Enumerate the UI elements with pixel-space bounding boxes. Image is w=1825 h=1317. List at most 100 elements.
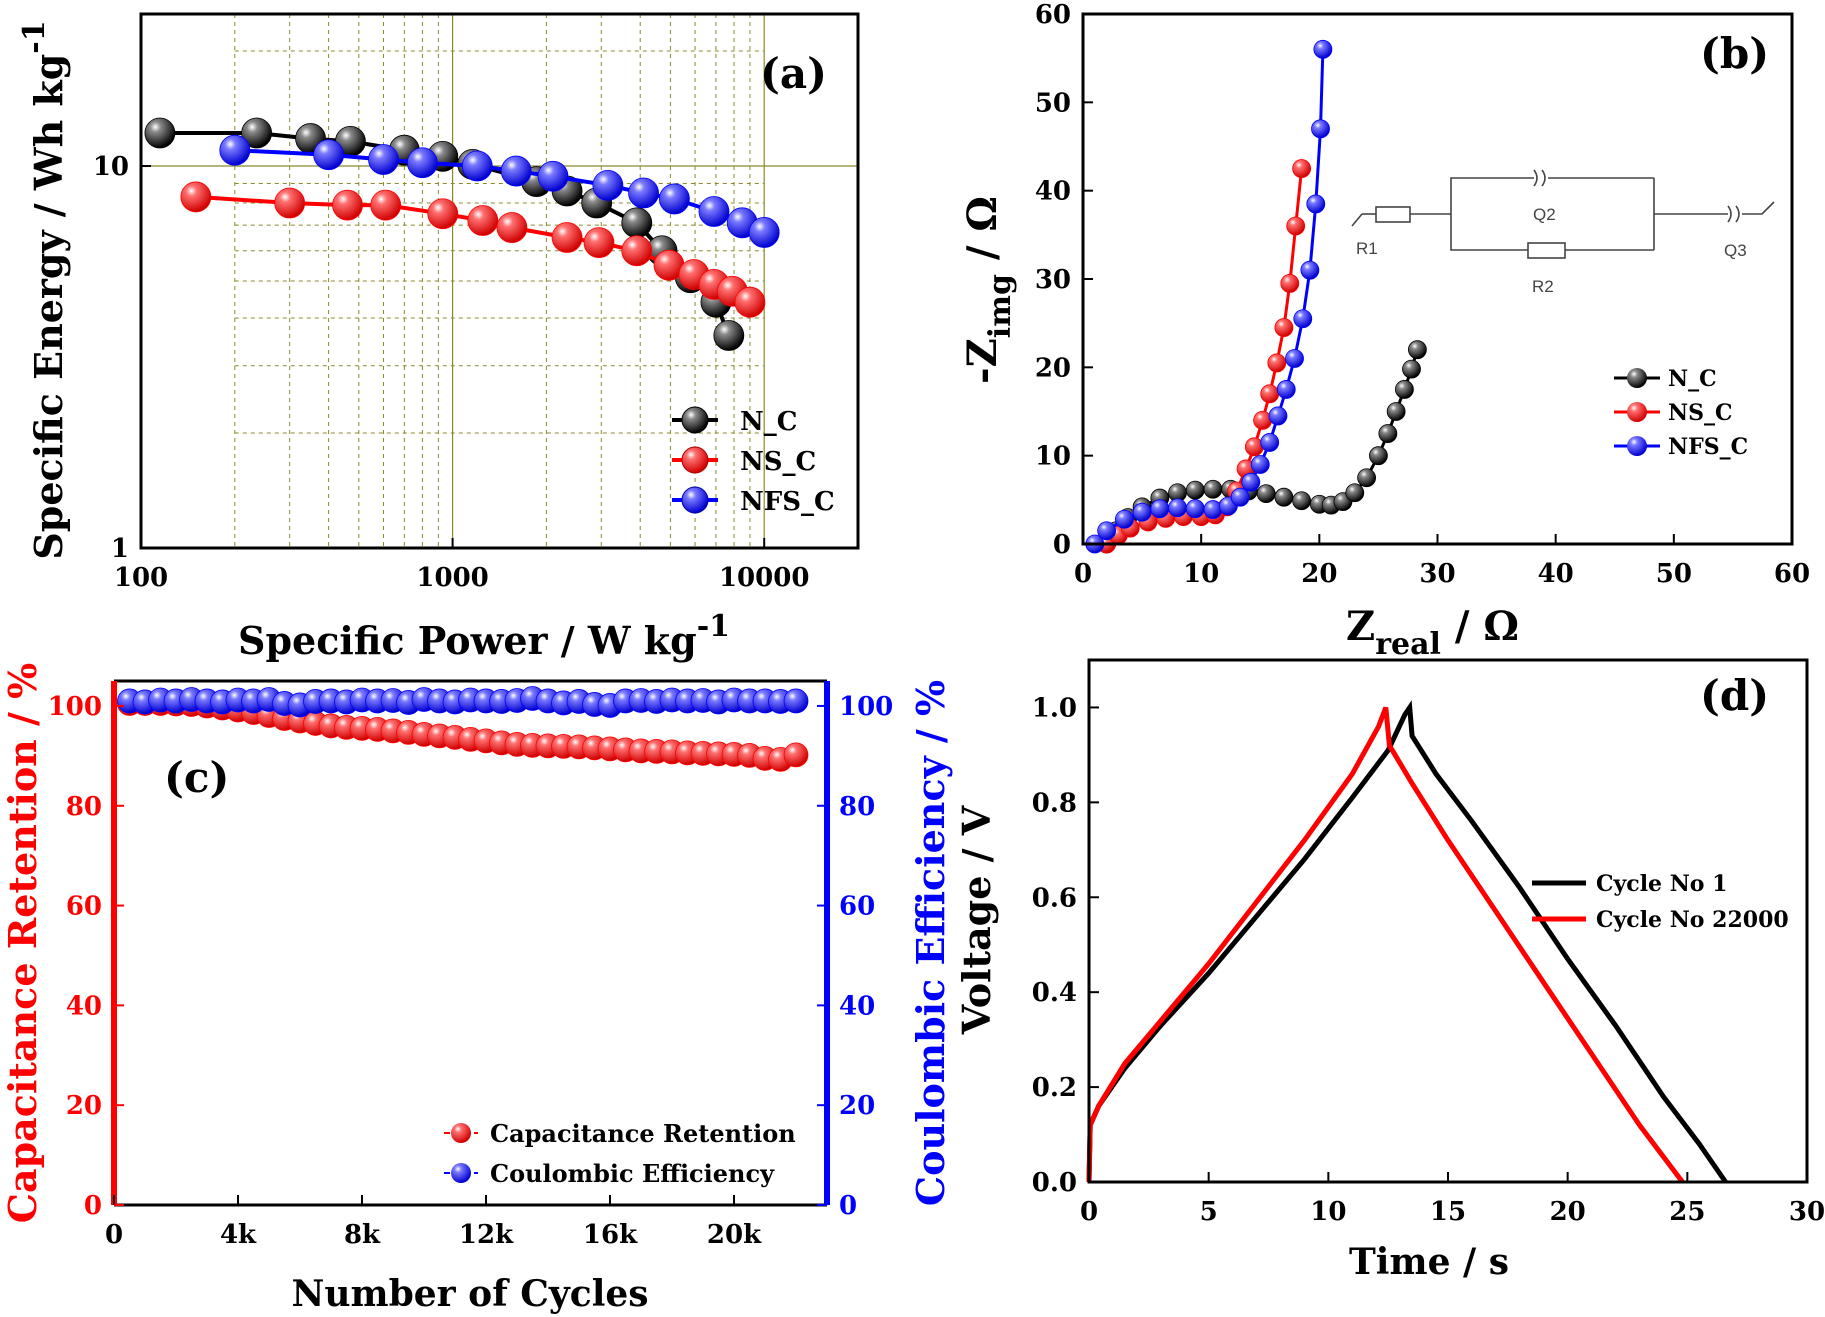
panel-a-series [144, 117, 780, 351]
data-point-b-black [1274, 487, 1294, 507]
circuit-labels: R1 Q2 R2 Q3 [1356, 205, 1747, 296]
data-point-a-blue [368, 144, 399, 175]
legend-a-nc: N_C [740, 407, 797, 437]
data-point-a-red [274, 187, 306, 219]
legend-a-nsc: NS_C [740, 447, 816, 477]
data-point-b-black [1357, 468, 1376, 488]
panel-c-ylabel-right: Coulombic Efficiency / % [908, 680, 953, 1206]
data-point-b-black [1345, 483, 1365, 503]
circuit-label-r2: R2 [1532, 277, 1554, 296]
y-tick-label-right: 80 [839, 792, 875, 822]
panel-d-xlabel: Time / s [1349, 1241, 1509, 1283]
x-tick-label: 20 [1550, 1197, 1586, 1227]
y-tick-label-right: 20 [839, 1091, 875, 1121]
data-point-b-blue [1150, 499, 1170, 519]
data-point-b-blue [1276, 380, 1296, 399]
data-point-b-red [1292, 159, 1312, 178]
data-point-b-blue [1203, 500, 1223, 519]
panel-d-ticks: 0 5 10 15 20 25 30 0.0 0.2 0.4 0.6 0.8 1.0 [1032, 693, 1825, 1227]
x-tick-label: 20k [707, 1220, 762, 1250]
panel-a-ylabel: Specific Energy / Wh kg-1 [17, 20, 71, 559]
panel-b-ticks: 0 10 20 30 40 50 60 0 10 20 30 40 50 60 [1035, 0, 1810, 589]
x-tick-label: 8k [344, 1220, 381, 1250]
y-tick-label: 20 [1035, 353, 1071, 383]
panel-b-frame [1081, 12, 1794, 546]
data-point-b-blue [1114, 509, 1134, 529]
y-tick-label: 10 [93, 152, 129, 182]
data-point-b-blue [1306, 194, 1326, 214]
series-line-d-red [1086, 706, 1685, 1184]
x-tick-label: 12k [459, 1220, 514, 1250]
data-point-a-blue [219, 134, 251, 166]
panel-b-series [1085, 39, 1427, 554]
y-tick-label: 10 [1035, 442, 1071, 472]
y-tick-label: 30 [1035, 265, 1071, 295]
panel-b-label: (b) [1700, 29, 1769, 78]
data-point-a-red [734, 286, 766, 318]
panel-d-label: (d) [1700, 671, 1769, 720]
data-point-a-blue [592, 169, 624, 201]
x-tick-label: 40 [1538, 559, 1574, 589]
data-point-b-black [1378, 424, 1398, 443]
data-point-b-blue [1313, 39, 1333, 59]
data-point-a-blue [748, 217, 780, 248]
x-tick-label: 16k [583, 1220, 638, 1250]
data-point-b-red [1274, 318, 1294, 337]
data-point-b-black [1402, 359, 1421, 379]
x-tick-label: 0 [1074, 559, 1092, 589]
x-tick-label: 20 [1301, 559, 1337, 589]
x-tick-label: 60 [1774, 559, 1810, 589]
data-point-b-blue [1268, 406, 1288, 426]
data-point-b-blue [1132, 502, 1152, 522]
legend-b-nfsc: NFS_C [1668, 434, 1748, 460]
y-tick-label: 40 [1035, 177, 1071, 207]
x-tick-label: 1000 [416, 563, 488, 593]
data-point-a-blue [537, 160, 569, 192]
data-point-a-blue [500, 155, 532, 187]
y-tick-label-left: 20 [66, 1091, 102, 1121]
data-point-a-black [241, 117, 273, 149]
data-point-b-black [1395, 380, 1414, 399]
legend-b-nc: N_C [1668, 366, 1717, 392]
y-tick-label-right: 100 [839, 692, 893, 722]
y-tick-label-right: 60 [839, 892, 875, 922]
data-point-b-blue [1260, 433, 1280, 452]
data-point-b-blue [1285, 349, 1304, 368]
x-tick-label: 30 [1419, 559, 1455, 589]
data-point-b-black [1203, 479, 1223, 499]
y-tick-label: 0 [1053, 530, 1071, 560]
y-tick-label: 50 [1035, 88, 1071, 118]
data-point-a-red [427, 198, 459, 230]
panel-d-legend: Cycle No 1 Cycle No 22000 [1532, 871, 1789, 933]
y-tick-label: 0.2 [1032, 1073, 1077, 1103]
legend-c-efficiency: Coulombic Efficiency [490, 1159, 775, 1188]
y-tick-label: 0.6 [1032, 883, 1077, 913]
panel-d-ylabel: Voltage / V [954, 804, 999, 1035]
y-tick-label: 0.4 [1032, 978, 1077, 1008]
panel-a: 100 1000 10000 1 10 (a) N_C NS_C NFS_C Speci… [17, 12, 860, 663]
panel-a-frame [139, 12, 860, 550]
data-point-a-red [583, 227, 615, 259]
y-tick-label: 0.8 [1032, 788, 1077, 818]
data-point-a-blue [658, 183, 690, 215]
circuit-label-q3: Q3 [1724, 241, 1747, 260]
data-point-a-red [467, 205, 499, 236]
x-tick-label: 10 [1183, 559, 1219, 589]
legend-a-nfsc: NFS_C [740, 487, 835, 517]
legend-d-cycle1: Cycle No 1 [1596, 871, 1727, 897]
data-point-a-blue [407, 147, 438, 179]
legend-b-nsc: NS_C [1668, 400, 1733, 426]
y-tick-label-left: 0 [84, 1191, 102, 1221]
x-tick-label: 10 [1310, 1197, 1346, 1227]
y-tick-label-left: 100 [48, 692, 102, 722]
x-tick-label: 0 [105, 1220, 123, 1250]
data-point-b-red [1260, 384, 1280, 404]
data-point-a-blue [628, 177, 659, 209]
data-point-a-red [332, 189, 363, 221]
data-point-b-black [1386, 402, 1406, 421]
data-point-b-black [1369, 446, 1388, 466]
x-tick-label: 25 [1669, 1197, 1705, 1227]
